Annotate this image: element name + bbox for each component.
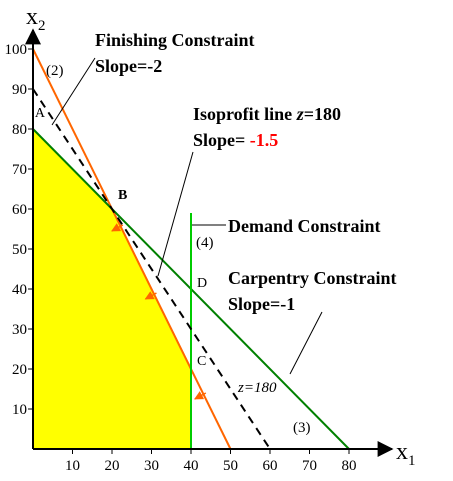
direction-arrow bbox=[144, 291, 157, 300]
corner-point-B: B bbox=[118, 188, 127, 203]
axis-ticks: 10 20 30 40 50 60 70 80 10 20 30 40 50 60 70 80 90 100 bbox=[5, 42, 357, 474]
direction-arrows bbox=[111, 223, 207, 400]
finishing-slope: Slope=-2 bbox=[95, 56, 162, 76]
corner-points: A B C D bbox=[35, 106, 207, 369]
direction-arrow bbox=[111, 223, 124, 232]
carpentry-constraint-number: (3) bbox=[293, 420, 311, 436]
x-tick-label: 30 bbox=[144, 458, 159, 474]
y-tick-label: 30 bbox=[12, 322, 27, 338]
y-tick-label: 70 bbox=[12, 162, 27, 178]
x-tick-label: 50 bbox=[223, 458, 238, 474]
y-axis-label: x2 bbox=[26, 4, 46, 34]
isoprofit-value-label: z=180 bbox=[237, 380, 277, 396]
carpentry-slope: Slope=-1 bbox=[228, 294, 295, 314]
x-tick-label: 10 bbox=[65, 458, 80, 474]
x-tick-label: 80 bbox=[342, 458, 357, 474]
x-tick-label: 60 bbox=[263, 458, 278, 474]
y-tick-label: 90 bbox=[12, 82, 27, 98]
y-tick-label: 50 bbox=[12, 242, 27, 258]
finishing-constraint-line bbox=[32, 48, 232, 450]
isoprofit-slope: Slope= -1.5 bbox=[193, 130, 278, 150]
x-axis-label: x1 bbox=[396, 439, 416, 469]
y-tick-label: 10 bbox=[12, 402, 27, 418]
y-tick-label: 20 bbox=[12, 362, 27, 378]
finishing-title: Finishing Constraint bbox=[95, 30, 255, 50]
isoprofit-line bbox=[32, 88, 271, 450]
direction-arrow bbox=[194, 391, 207, 400]
isoprofit-title: Isoprofit line z=180 bbox=[193, 104, 341, 124]
carpentry-leader bbox=[289, 311, 323, 375]
y-tick-label: 100 bbox=[5, 42, 28, 58]
x-tick-label: 20 bbox=[105, 458, 120, 474]
corner-point-D: D bbox=[197, 276, 207, 291]
demand-title: Demand Constraint bbox=[228, 216, 381, 236]
isoprofit-leader bbox=[157, 151, 194, 277]
demand-constraint-number: (4) bbox=[196, 235, 214, 251]
finishing-leader bbox=[51, 57, 96, 126]
x-tick-label: 40 bbox=[184, 458, 199, 474]
feasible-region bbox=[33, 129, 191, 449]
finishing-constraint-number: (2) bbox=[46, 63, 64, 79]
corner-point-C: C bbox=[197, 354, 206, 369]
corner-point-A: A bbox=[35, 106, 46, 121]
y-tick-label: 60 bbox=[12, 202, 27, 218]
x-tick-label: 70 bbox=[302, 458, 317, 474]
carpentry-title: Carpentry Constraint bbox=[228, 268, 397, 288]
y-tick-label: 80 bbox=[12, 122, 27, 138]
y-tick-label: 40 bbox=[12, 282, 27, 298]
